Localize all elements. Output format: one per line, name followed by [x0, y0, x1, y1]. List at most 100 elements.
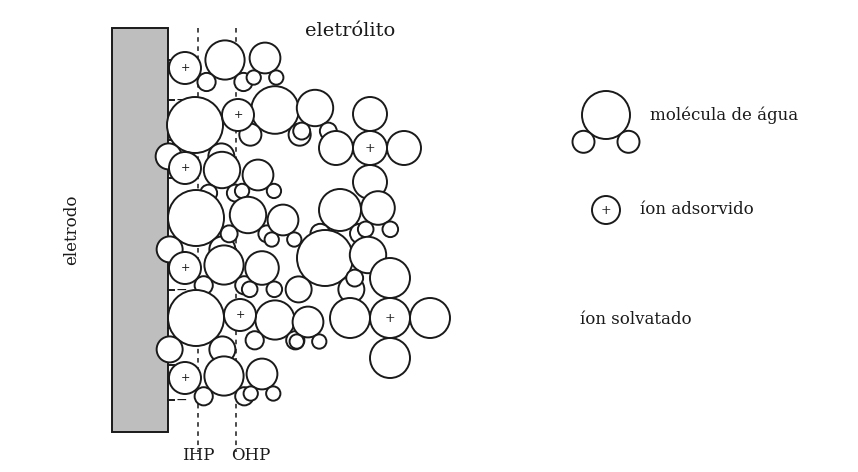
Circle shape — [350, 224, 370, 243]
Text: −: − — [176, 358, 188, 372]
Circle shape — [297, 90, 333, 126]
Circle shape — [286, 277, 311, 303]
Circle shape — [582, 91, 630, 139]
Text: +: + — [180, 163, 190, 173]
Text: −: − — [176, 393, 188, 407]
Text: −: − — [176, 53, 188, 67]
Text: −: − — [176, 171, 188, 185]
Circle shape — [258, 226, 275, 242]
Circle shape — [195, 276, 213, 295]
Circle shape — [288, 124, 311, 146]
Circle shape — [293, 307, 323, 337]
Circle shape — [227, 185, 244, 202]
Circle shape — [312, 334, 326, 349]
Circle shape — [246, 359, 277, 389]
Text: −: − — [176, 283, 188, 297]
Circle shape — [230, 197, 266, 233]
Circle shape — [204, 356, 244, 396]
Text: íon adsorvido: íon adsorvido — [640, 202, 753, 219]
Circle shape — [235, 276, 253, 295]
Circle shape — [200, 185, 217, 202]
Circle shape — [267, 281, 282, 297]
Text: −: − — [176, 208, 188, 222]
Text: +: + — [180, 373, 190, 383]
Circle shape — [353, 165, 387, 199]
Circle shape — [572, 131, 595, 153]
Circle shape — [266, 387, 281, 401]
Circle shape — [224, 299, 256, 331]
Circle shape — [245, 251, 279, 285]
Circle shape — [168, 190, 224, 246]
Circle shape — [244, 387, 258, 401]
Circle shape — [256, 300, 294, 339]
Circle shape — [204, 245, 244, 285]
Circle shape — [592, 196, 620, 224]
Circle shape — [319, 189, 361, 231]
Circle shape — [293, 123, 310, 140]
Circle shape — [338, 277, 365, 303]
Circle shape — [234, 73, 252, 91]
Bar — [112, 28, 168, 432]
Circle shape — [169, 252, 201, 284]
Circle shape — [370, 258, 410, 298]
Circle shape — [168, 290, 224, 346]
Circle shape — [361, 191, 395, 225]
Circle shape — [209, 236, 235, 262]
Text: molécula de água: molécula de água — [650, 106, 798, 124]
Circle shape — [267, 184, 281, 198]
Circle shape — [387, 131, 421, 165]
Circle shape — [221, 226, 238, 242]
Circle shape — [169, 52, 201, 84]
Circle shape — [347, 270, 363, 287]
Text: −: − — [176, 245, 188, 259]
Text: +: + — [384, 312, 396, 325]
Text: +: + — [180, 263, 190, 273]
Circle shape — [319, 131, 353, 165]
Circle shape — [250, 42, 281, 74]
Text: +: + — [365, 142, 375, 154]
Circle shape — [287, 232, 301, 247]
Text: íon solvatado: íon solvatado — [580, 312, 692, 329]
Text: OHP: OHP — [232, 447, 270, 464]
Circle shape — [330, 298, 370, 338]
Circle shape — [197, 73, 215, 91]
Circle shape — [370, 298, 410, 338]
Text: eletrólito: eletrólito — [305, 22, 396, 40]
Circle shape — [246, 70, 261, 84]
Circle shape — [169, 152, 201, 184]
Circle shape — [618, 131, 639, 153]
Circle shape — [208, 143, 234, 169]
Circle shape — [239, 124, 262, 146]
Circle shape — [287, 331, 305, 349]
Circle shape — [205, 41, 245, 80]
Circle shape — [251, 86, 299, 134]
Circle shape — [167, 97, 223, 153]
Text: eletrodo: eletrodo — [63, 195, 81, 265]
Circle shape — [311, 224, 330, 243]
Circle shape — [353, 97, 387, 131]
Text: +: + — [235, 310, 245, 320]
Circle shape — [169, 362, 201, 394]
Circle shape — [297, 230, 353, 286]
Text: −: − — [176, 133, 188, 147]
Text: +: + — [233, 110, 243, 120]
Circle shape — [222, 99, 254, 131]
Circle shape — [410, 298, 450, 338]
Circle shape — [245, 331, 263, 349]
Circle shape — [353, 131, 387, 165]
Circle shape — [383, 221, 398, 237]
Circle shape — [370, 338, 410, 378]
Text: +: + — [180, 63, 190, 73]
Circle shape — [243, 160, 274, 190]
Circle shape — [269, 70, 283, 84]
Circle shape — [235, 184, 249, 198]
Circle shape — [320, 123, 337, 140]
Circle shape — [358, 221, 373, 237]
Circle shape — [350, 237, 386, 273]
Circle shape — [209, 337, 235, 362]
Circle shape — [264, 232, 279, 247]
Circle shape — [155, 143, 182, 169]
Circle shape — [195, 387, 213, 405]
Circle shape — [157, 236, 183, 262]
Circle shape — [373, 270, 390, 287]
